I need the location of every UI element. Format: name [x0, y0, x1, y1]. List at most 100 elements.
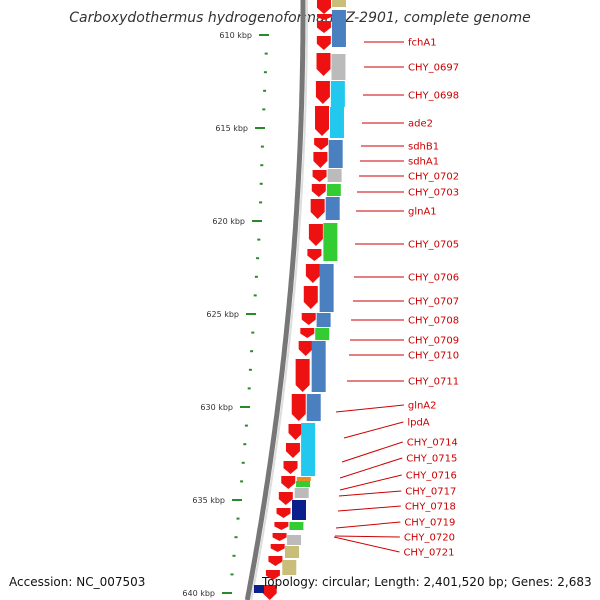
cog-block [284, 546, 299, 558]
cog-block [319, 264, 334, 312]
cog-block [296, 477, 311, 481]
gene-label: CHY_0711 [408, 377, 459, 388]
leader-line [333, 536, 400, 553]
leader-line [343, 421, 404, 439]
gene-label: CHY_0709 [408, 336, 459, 347]
leader-line [338, 490, 402, 497]
cog-block [327, 169, 342, 182]
cog-block [292, 500, 306, 520]
cds-track [262, 0, 331, 600]
backbone-highlight [250, 0, 308, 600]
gene-label: CHY_0714 [407, 438, 458, 449]
gene-arrow [303, 286, 318, 309]
cog-block [316, 313, 331, 327]
gene-arrow [300, 328, 315, 338]
gene-arrow [316, 36, 331, 50]
cog-block [331, 54, 346, 80]
gene-labels: fchA1 CHY_0697 CHY_0698 ade2 sdhB1 sdhA1 CHY_0… [333, 38, 459, 559]
gene-arrow [316, 14, 331, 20]
kbp-label: 630 kbp [200, 403, 233, 412]
cog-block [323, 223, 338, 261]
accession-text: Accession: NC_007503 [9, 575, 146, 589]
gene-arrow [278, 492, 293, 505]
gene-arrow [285, 443, 300, 458]
gene-arrow [316, 53, 331, 76]
cog-block [331, 0, 346, 7]
gene-arrow [295, 359, 310, 392]
gene-arrow [312, 170, 327, 182]
cog-block [328, 140, 343, 168]
cog-block [294, 488, 309, 498]
gene-label: CHY_0708 [408, 316, 459, 327]
gene-label: CHY_0698 [408, 91, 459, 102]
gene-label: CHY_0707 [408, 297, 459, 308]
gene-label: CHY_0718 [405, 502, 456, 513]
gene-arrow [291, 394, 306, 421]
gene-label: glnA1 [408, 207, 437, 218]
leader-line [337, 505, 401, 512]
gene-arrow [268, 556, 283, 566]
gene-arrow [316, 21, 331, 33]
backbone-line [244, 0, 306, 600]
gene-label: CHY_0703 [408, 188, 459, 199]
gene-label: CHY_0705 [408, 240, 459, 251]
gene-arrow [298, 341, 313, 356]
gene-label: CHY_0706 [408, 273, 459, 284]
kbp-ticks: 610 kbp 615 kbp 620 kbp 625 kbp 630 kbp 635 k… [182, 31, 269, 598]
gene-arrow [270, 544, 285, 552]
gene-arrow [262, 585, 277, 600]
leader-line [335, 521, 401, 529]
gene-arrow [311, 184, 326, 197]
gene-label: CHY_0710 [408, 351, 459, 362]
gene-label: CHY_0697 [408, 63, 459, 74]
leader-line [339, 474, 402, 491]
gene-arrow [316, 0, 331, 14]
leader-line [341, 441, 403, 463]
gene-arrow [307, 249, 322, 261]
gene-label: glnA2 [408, 401, 437, 412]
gene-arrow [272, 533, 287, 541]
gene-label: CHY_0720 [404, 533, 455, 544]
kbp-label: 625 kbp [206, 310, 239, 319]
gene-label: lpdA [407, 418, 429, 429]
cog-block [296, 481, 311, 487]
backbone-ring [244, 0, 308, 600]
gene-arrow [315, 106, 330, 136]
gene-arrow [274, 522, 289, 530]
cog-block [330, 81, 345, 107]
gene-arrow [313, 152, 328, 168]
cog-block [326, 184, 341, 196]
gene-label: CHY_0716 [406, 471, 457, 482]
cog-block [282, 560, 297, 575]
cog-block [301, 423, 316, 476]
leader-line [335, 404, 404, 413]
gene-label: sdhA1 [408, 157, 439, 168]
leader-line [334, 535, 400, 538]
gene-arrow [276, 508, 291, 518]
cog-block [325, 197, 340, 220]
cog-block [315, 328, 330, 340]
gene-label: CHY_0721 [403, 548, 454, 559]
cog-block [311, 341, 326, 392]
gene-label: CHY_0702 [408, 172, 459, 183]
gene-arrow [308, 224, 323, 246]
gene-label: sdhB1 [408, 142, 439, 153]
gene-label: CHY_0715 [406, 454, 457, 465]
gene-arrow [305, 264, 320, 283]
gene-arrow [288, 424, 303, 440]
kbp-label: 635 kbp [192, 496, 225, 505]
gene-arrow [301, 313, 316, 325]
cog-block [329, 107, 344, 138]
gene-arrow [310, 199, 325, 219]
gene-arrow [315, 81, 330, 104]
cog-block [306, 394, 321, 421]
cog-block [254, 585, 264, 593]
cog-block [331, 10, 346, 47]
gene-label: CHY_0717 [405, 487, 456, 498]
cog-track [254, 0, 346, 593]
kbp-label: 620 kbp [212, 217, 245, 226]
cog-block [289, 522, 304, 530]
gene-label: fchA1 [408, 38, 437, 49]
kbp-label: 610 kbp [219, 31, 252, 40]
